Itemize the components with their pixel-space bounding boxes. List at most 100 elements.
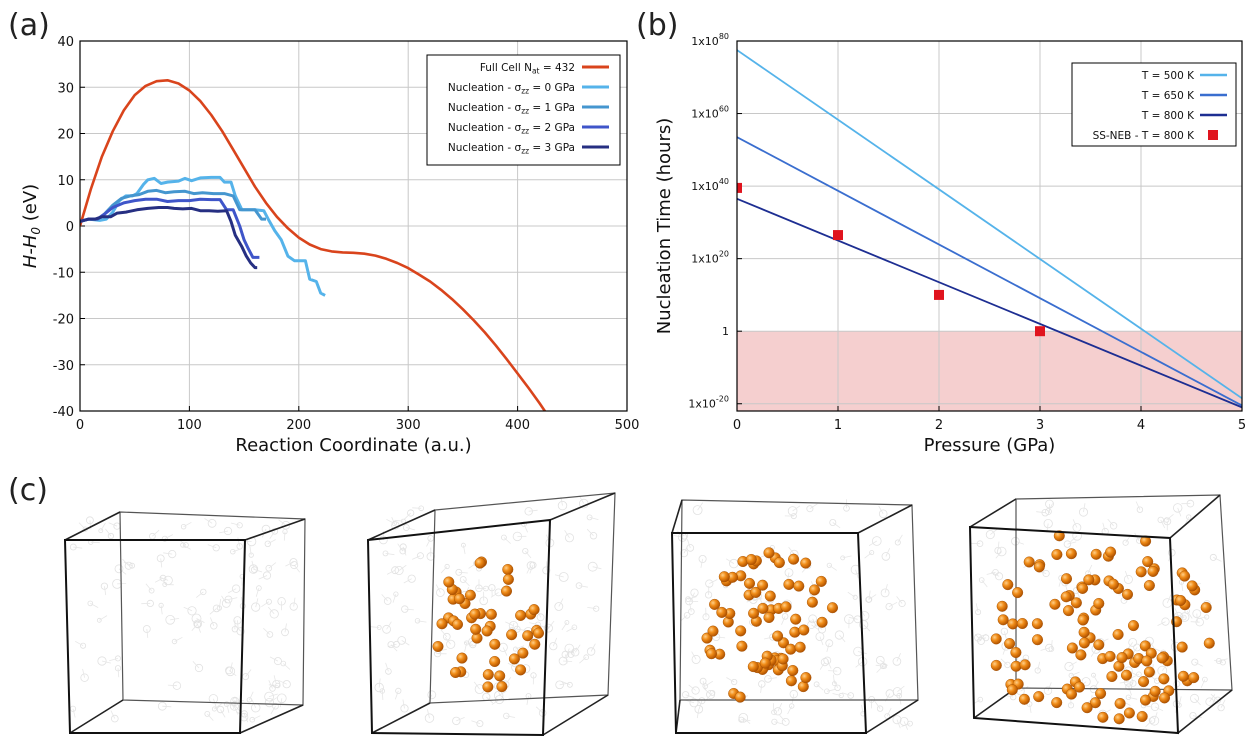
background-atom bbox=[1026, 701, 1033, 707]
background-atom bbox=[97, 656, 107, 666]
background-bond bbox=[73, 546, 83, 549]
background-atom bbox=[687, 608, 695, 615]
background-atom bbox=[262, 571, 272, 580]
highlighted-atom bbox=[785, 675, 797, 687]
background-atom bbox=[838, 692, 844, 699]
background-atom bbox=[1045, 508, 1052, 515]
background-bond bbox=[397, 543, 404, 552]
background-atom bbox=[180, 524, 187, 530]
background-bond bbox=[234, 705, 239, 715]
box-edge bbox=[671, 499, 683, 534]
background-atom bbox=[1004, 661, 1011, 669]
background-bond bbox=[564, 530, 570, 539]
highlighted-atom bbox=[800, 672, 812, 684]
highlighted-atom bbox=[750, 586, 762, 598]
background-atom bbox=[269, 609, 279, 619]
background-bond bbox=[183, 521, 192, 528]
background-bond bbox=[974, 633, 982, 642]
background-bond bbox=[880, 659, 888, 666]
background-atom bbox=[500, 534, 507, 541]
y-tick-label: 1x1060 bbox=[691, 105, 729, 121]
background-bond bbox=[1157, 621, 1166, 626]
background-bond bbox=[1194, 661, 1203, 667]
x-tick-label: 5 bbox=[1238, 418, 1246, 433]
highlighted-atom bbox=[1156, 652, 1168, 664]
background-bond bbox=[160, 605, 163, 615]
background-bond bbox=[1015, 540, 1025, 545]
background-bond bbox=[702, 681, 706, 691]
background-bond bbox=[842, 692, 851, 696]
series-lines bbox=[80, 79, 547, 411]
background-bond bbox=[1067, 541, 1077, 545]
legend-label-2: T = 800 K bbox=[1141, 110, 1195, 122]
background-atom bbox=[824, 688, 830, 695]
background-atom bbox=[996, 546, 1007, 557]
background-atom bbox=[273, 657, 282, 666]
background-bond bbox=[261, 601, 270, 608]
background-bond bbox=[456, 717, 465, 722]
background-bond bbox=[167, 684, 177, 687]
series-lines bbox=[737, 49, 1242, 409]
box-front-face bbox=[968, 525, 1180, 735]
highlighted-atom bbox=[481, 625, 493, 637]
background-atom bbox=[685, 596, 691, 602]
highlighted-atom bbox=[1073, 681, 1085, 693]
background-bond bbox=[811, 624, 820, 631]
background-bond bbox=[403, 578, 412, 584]
background-atom bbox=[705, 579, 714, 588]
background-bond bbox=[528, 509, 538, 512]
background-bond bbox=[1214, 659, 1223, 663]
highlighted-atom bbox=[1149, 685, 1161, 697]
background-atom bbox=[444, 563, 450, 570]
background-bond bbox=[986, 571, 996, 575]
highlighted-atom bbox=[528, 604, 540, 616]
background-bond bbox=[592, 566, 602, 570]
legend-label-3: SS-NEB - T = 800 K bbox=[1093, 130, 1196, 142]
background-bond bbox=[1190, 621, 1200, 623]
background-bond bbox=[1020, 686, 1029, 692]
highlighted-atom bbox=[450, 667, 462, 679]
background-bond bbox=[829, 564, 837, 571]
y-tick-label: 40 bbox=[57, 35, 74, 50]
background-bond bbox=[574, 644, 581, 653]
background-atom bbox=[892, 715, 902, 725]
highlighted-atom bbox=[997, 614, 1009, 626]
highlighted-atom bbox=[522, 630, 534, 642]
highlighted-atom bbox=[1104, 650, 1116, 662]
highlighted-atom bbox=[1051, 697, 1063, 709]
panel-label-c: (c) bbox=[8, 473, 48, 508]
box-edge bbox=[549, 492, 616, 521]
background-bond bbox=[975, 603, 979, 613]
background-bond bbox=[197, 624, 201, 633]
background-atom bbox=[224, 701, 230, 707]
box-edge bbox=[244, 518, 306, 541]
background-bond bbox=[781, 616, 786, 625]
highlighted-atom bbox=[764, 590, 776, 602]
background-atom bbox=[880, 588, 890, 598]
background-bond bbox=[1209, 694, 1216, 702]
background-atom bbox=[230, 549, 236, 555]
plot-frame bbox=[79, 40, 628, 412]
highlighted-atom bbox=[1033, 561, 1045, 573]
background-bond bbox=[578, 585, 588, 588]
background-bond bbox=[284, 623, 287, 633]
background-bond bbox=[207, 713, 214, 721]
highlighted-atom bbox=[1060, 591, 1072, 603]
background-bond bbox=[381, 690, 384, 701]
highlighted-atom bbox=[773, 557, 785, 569]
y-axis-title: Nucleation Time (hours) bbox=[654, 118, 675, 335]
background-bond bbox=[1124, 570, 1129, 580]
plot-frame bbox=[736, 40, 1243, 412]
background-atom bbox=[212, 544, 220, 552]
background-atom bbox=[892, 657, 902, 666]
background-atom bbox=[100, 582, 109, 590]
highlighted-atom bbox=[1177, 670, 1189, 682]
background-atom bbox=[899, 717, 909, 726]
highlighted-atom bbox=[515, 664, 527, 676]
box-front-face bbox=[670, 532, 868, 734]
background-bond bbox=[561, 681, 571, 686]
highlighted-atom bbox=[454, 593, 466, 605]
highlighted-atom bbox=[794, 641, 806, 653]
background-atom bbox=[1042, 569, 1050, 578]
background-bond bbox=[174, 636, 183, 642]
